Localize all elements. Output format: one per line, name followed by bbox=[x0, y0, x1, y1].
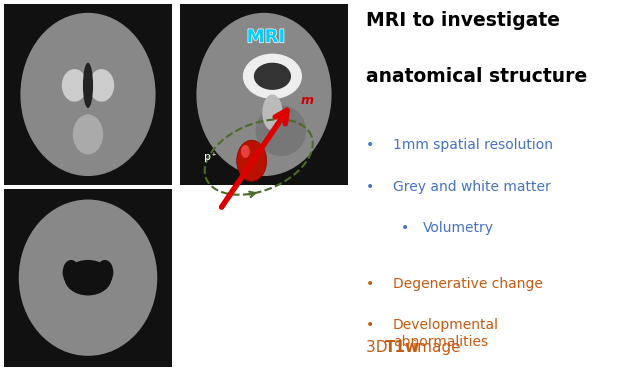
Ellipse shape bbox=[243, 53, 302, 99]
Ellipse shape bbox=[255, 105, 307, 156]
Text: T1w: T1w bbox=[385, 340, 420, 355]
Bar bbox=[179, 4, 348, 185]
Text: MRI to investigate: MRI to investigate bbox=[366, 11, 559, 30]
Ellipse shape bbox=[21, 13, 156, 176]
Ellipse shape bbox=[237, 140, 267, 181]
Text: m: m bbox=[301, 95, 314, 107]
Ellipse shape bbox=[73, 114, 103, 154]
Text: 1mm spatial resolution: 1mm spatial resolution bbox=[392, 138, 553, 152]
Text: •: • bbox=[366, 277, 374, 291]
Text: anatomical structure: anatomical structure bbox=[366, 67, 587, 86]
Ellipse shape bbox=[62, 69, 87, 102]
Text: Developmental
abnormalities: Developmental abnormalities bbox=[392, 318, 498, 349]
Text: Degenerative change: Degenerative change bbox=[392, 277, 543, 291]
Text: image: image bbox=[408, 340, 461, 355]
Ellipse shape bbox=[241, 145, 250, 158]
Ellipse shape bbox=[89, 69, 114, 102]
Text: •: • bbox=[366, 318, 374, 332]
Text: p⁺: p⁺ bbox=[204, 152, 217, 162]
Text: •: • bbox=[401, 221, 409, 234]
Bar bbox=[4, 189, 173, 367]
Bar bbox=[4, 4, 173, 185]
Ellipse shape bbox=[64, 260, 112, 295]
Text: Grey and white matter: Grey and white matter bbox=[392, 180, 550, 193]
Ellipse shape bbox=[262, 94, 283, 131]
Ellipse shape bbox=[63, 260, 80, 285]
Text: •: • bbox=[366, 138, 374, 152]
Text: MRI: MRI bbox=[247, 28, 285, 46]
Ellipse shape bbox=[19, 200, 157, 356]
Ellipse shape bbox=[97, 260, 113, 285]
Ellipse shape bbox=[196, 13, 331, 176]
Text: •: • bbox=[366, 180, 374, 193]
Ellipse shape bbox=[83, 63, 93, 108]
Text: Volumetry: Volumetry bbox=[422, 221, 493, 234]
Ellipse shape bbox=[254, 63, 291, 90]
Text: 3D: 3D bbox=[366, 340, 392, 355]
